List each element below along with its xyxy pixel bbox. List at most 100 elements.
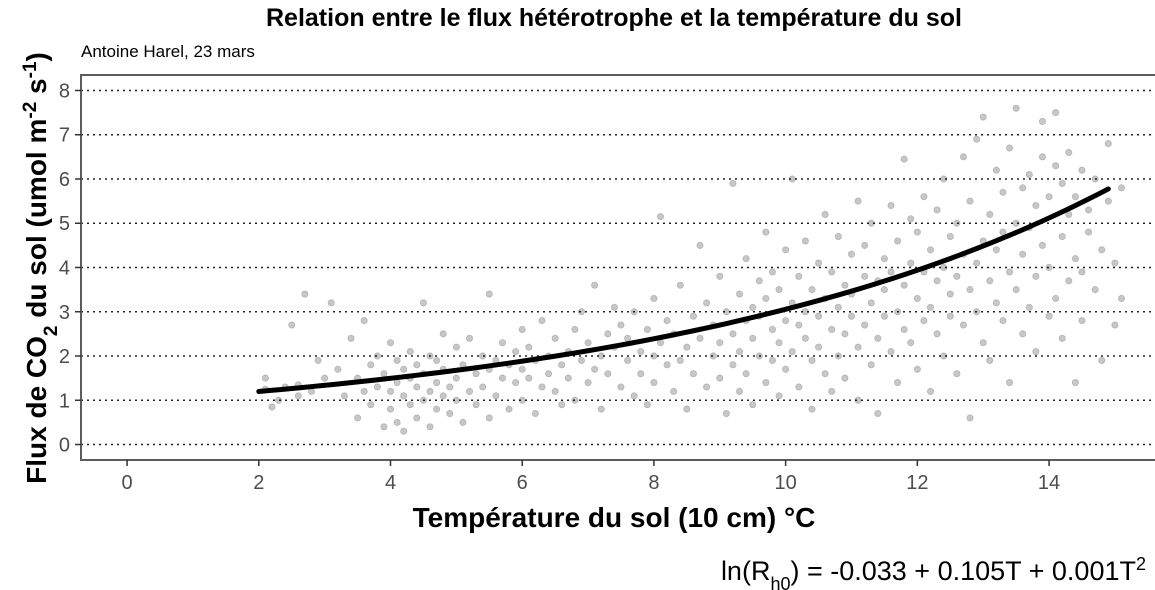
data-point — [386, 387, 395, 396]
data-point — [301, 290, 309, 298]
data-point — [716, 272, 724, 280]
data-point — [768, 356, 777, 365]
data-point — [1091, 175, 1099, 183]
data-point — [1032, 347, 1040, 356]
data-point — [986, 356, 994, 365]
data-point — [1052, 294, 1060, 303]
data-point — [393, 418, 401, 426]
data-point — [1045, 193, 1053, 201]
data-point — [413, 361, 421, 369]
data-point — [893, 378, 902, 387]
data-point — [841, 330, 849, 338]
data-point — [439, 392, 447, 400]
data-point — [525, 343, 533, 351]
data-point — [1012, 286, 1020, 294]
data-point — [314, 356, 322, 365]
data-point — [841, 374, 849, 382]
data-point — [544, 370, 553, 378]
data-point — [327, 299, 335, 307]
data-point — [531, 409, 539, 418]
data-point — [808, 356, 816, 365]
y-tick-label-3: 3 — [59, 302, 70, 324]
data-point — [828, 325, 836, 334]
data-point — [577, 308, 586, 316]
data-point — [1032, 201, 1040, 210]
data-point — [808, 286, 816, 294]
data-point — [1065, 148, 1073, 157]
data-point — [591, 365, 599, 373]
fit-curve — [256, 186, 1111, 394]
data-point — [321, 374, 329, 382]
data-point — [953, 272, 961, 280]
data-point — [643, 325, 651, 334]
y-axis: 0 1 2 3 4 5 6 7 8 — [59, 80, 81, 457]
data-point — [558, 401, 566, 409]
data-point — [1038, 117, 1047, 126]
x-tick-label-2: 2 — [253, 472, 264, 494]
data-point — [1071, 255, 1079, 263]
data-point — [999, 188, 1007, 196]
data-point — [775, 286, 783, 294]
data-point — [821, 210, 829, 218]
data-point — [979, 113, 987, 121]
data-point — [788, 347, 796, 356]
data-point — [933, 330, 941, 338]
data-point — [518, 365, 526, 373]
data-point — [801, 334, 809, 342]
data-point — [940, 352, 948, 360]
data-point — [1104, 139, 1112, 148]
data-point — [433, 378, 441, 387]
data-point — [465, 387, 474, 396]
data-point — [913, 294, 921, 303]
y-tick-label-1: 1 — [59, 390, 70, 412]
data-point — [689, 370, 698, 378]
data-point — [1019, 330, 1027, 338]
data-point — [979, 339, 987, 347]
x-axis: 0 2 4 6 8 10 12 14 — [122, 460, 1060, 494]
data-point — [966, 197, 974, 205]
data-point — [571, 396, 579, 404]
data-point — [353, 414, 362, 422]
data-point — [525, 374, 533, 382]
data-point — [1005, 378, 1014, 387]
data-point — [900, 155, 908, 163]
data-point — [623, 356, 632, 365]
data-point — [670, 387, 678, 396]
y-axis-title-middle: du sol (umol m — [21, 119, 52, 326]
fit-equation: ln(Rh0) = -0.033 + 0.105T + 0.001T2 — [721, 554, 1146, 590]
data-point — [426, 423, 434, 431]
data-point — [861, 272, 869, 280]
x-tick-label-4: 4 — [385, 472, 396, 494]
data-point — [1005, 268, 1014, 276]
data-point — [617, 383, 625, 391]
data-point — [808, 405, 816, 413]
data-point — [630, 392, 638, 400]
data-point — [465, 334, 474, 342]
data-point — [656, 339, 665, 347]
data-point — [512, 378, 520, 387]
data-point — [643, 401, 651, 409]
data-point — [834, 303, 842, 311]
data-point — [722, 409, 730, 418]
data-point — [1025, 303, 1033, 311]
y-tick-label-8: 8 — [59, 80, 70, 102]
data-point — [1058, 334, 1066, 342]
data-point — [1098, 356, 1106, 365]
data-point — [900, 325, 908, 334]
data-point — [841, 281, 849, 289]
equation-lhs-subscript: h0 — [770, 574, 790, 590]
data-point — [577, 356, 586, 365]
y-axis-title-middle-2: s — [21, 78, 52, 101]
data-point — [953, 370, 961, 378]
data-point — [907, 259, 915, 267]
data-point — [689, 312, 698, 320]
data-point — [933, 277, 941, 285]
data-point — [472, 370, 480, 378]
data-point — [834, 232, 842, 241]
data-point — [992, 246, 1000, 254]
data-point — [854, 343, 862, 351]
data-point — [795, 272, 803, 280]
y-axis-title-suffix: ) — [21, 52, 52, 61]
data-point — [676, 281, 684, 289]
data-point — [676, 356, 684, 365]
